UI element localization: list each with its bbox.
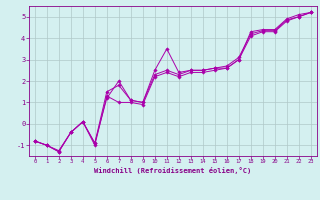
X-axis label: Windchill (Refroidissement éolien,°C): Windchill (Refroidissement éolien,°C) xyxy=(94,167,252,174)
